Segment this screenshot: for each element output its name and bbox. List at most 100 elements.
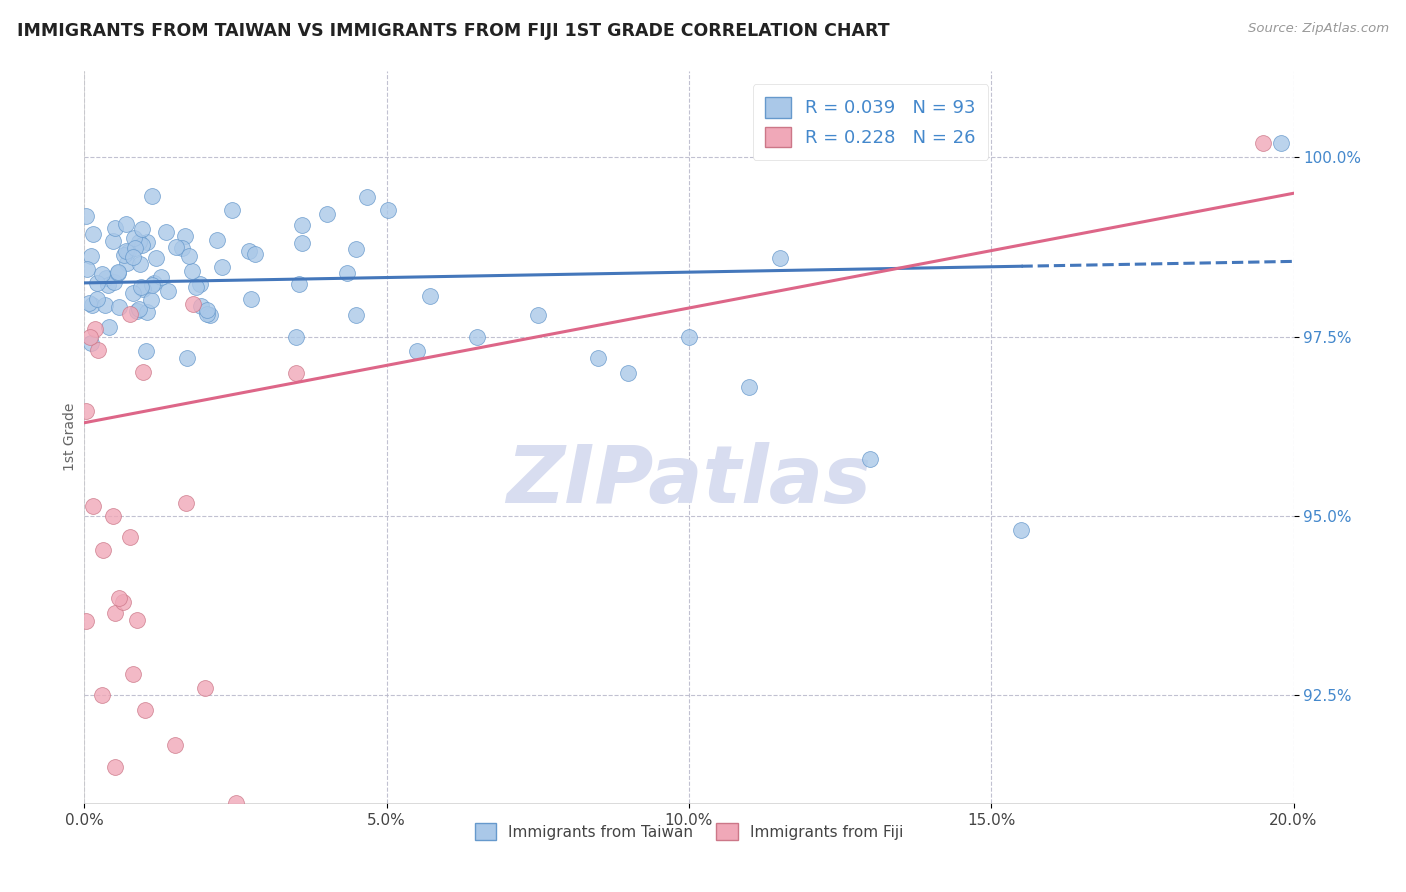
Point [118,530,141,544]
Point [112,594,135,608]
Point [104,760,127,774]
Point [211,260,233,274]
Point [194,681,217,695]
Point [188,277,211,291]
Point [107,300,129,314]
Point [101,234,124,248]
Point [316,206,339,220]
Point [738,380,761,394]
Point [104,606,127,620]
Text: ZIPatlas: ZIPatlas [506,442,872,520]
Point [132,282,155,296]
Point [125,613,148,627]
Point [170,241,193,255]
Point [124,241,146,255]
Point [1253,136,1275,150]
Point [91,543,114,558]
Point [143,277,166,291]
Point [356,189,378,203]
Point [156,285,179,299]
Point [221,202,243,217]
Point [1011,524,1033,538]
Point [288,277,311,291]
Point [678,329,700,343]
Point [118,307,141,321]
Point [79,249,101,263]
Point [129,280,152,294]
Point [129,257,152,271]
Point [125,304,148,318]
Point [132,365,155,379]
Point [165,739,187,753]
Point [406,344,429,359]
Point [94,271,117,285]
Point [128,301,150,316]
Point [134,702,156,716]
Point [165,240,187,254]
Point [1270,136,1292,150]
Point [419,289,441,303]
Point [176,351,198,366]
Point [617,366,640,380]
Point [112,248,135,262]
Point [291,218,314,232]
Point [86,276,108,290]
Point [176,496,198,510]
Point [122,231,145,245]
Point [117,245,139,260]
Point [336,266,359,280]
Point [145,251,167,265]
Point [91,268,114,282]
Point [291,236,314,251]
Point [131,237,153,252]
Point [107,266,129,280]
Point [82,500,104,514]
Point [115,244,138,259]
Point [76,262,98,277]
Point [285,329,308,343]
Point [136,235,159,250]
Point [181,296,204,310]
Point [155,225,177,239]
Point [377,203,399,218]
Point [205,233,228,247]
Point [86,293,108,307]
Point [107,265,129,279]
Point [225,796,247,810]
Point [344,242,367,256]
Y-axis label: 1st Grade: 1st Grade [63,403,77,471]
Point [115,256,138,270]
Point [141,278,163,293]
Point [346,308,368,322]
Point [97,277,120,292]
Point [121,666,143,681]
Point [101,508,124,523]
Point [75,404,97,418]
Legend: Immigrants from Taiwan, Immigrants from Fiji: Immigrants from Taiwan, Immigrants from … [468,816,910,847]
Point [141,293,163,307]
Point [121,285,143,300]
Point [80,335,103,350]
Text: IMMIGRANTS FROM TAIWAN VS IMMIGRANTS FROM FIJI 1ST GRADE CORRELATION CHART: IMMIGRANTS FROM TAIWAN VS IMMIGRANTS FRO… [17,22,890,40]
Point [527,308,550,322]
Point [75,210,97,224]
Point [195,302,218,317]
Point [181,264,204,278]
Point [200,308,222,322]
Point [141,189,163,203]
Point [75,614,97,628]
Point [150,270,173,285]
Point [114,217,136,231]
Point [131,222,153,236]
Point [103,275,125,289]
Point [173,229,195,244]
Point [769,251,792,265]
Point [136,305,159,319]
Point [588,351,610,366]
Point [104,220,127,235]
Point [107,591,129,605]
Point [79,329,101,343]
Point [97,320,120,334]
Point [84,322,107,336]
Point [82,227,104,241]
